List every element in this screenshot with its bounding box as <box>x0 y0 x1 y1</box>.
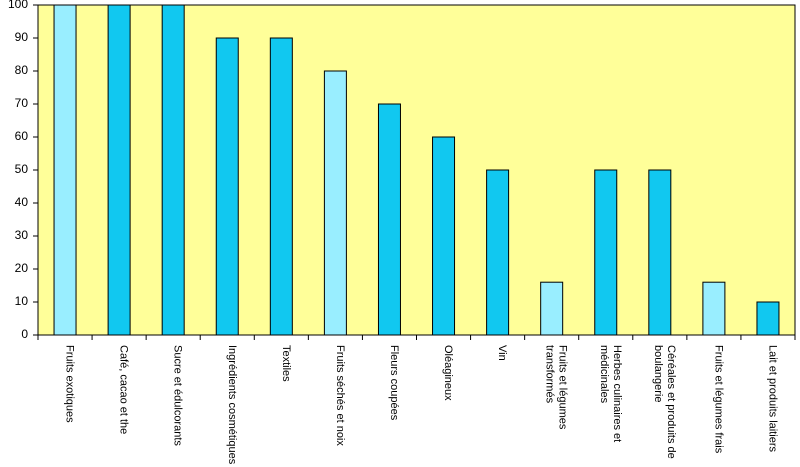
x-tick-label: Sucre et édulcorants <box>171 345 184 446</box>
x-tick-label: Fruits séchés et noix <box>333 345 346 446</box>
bar <box>377 103 401 336</box>
bar <box>756 301 780 336</box>
x-tick-label: Textiles <box>279 345 292 382</box>
bar <box>161 4 185 336</box>
bar <box>269 37 293 336</box>
bar <box>486 169 510 336</box>
bar <box>107 4 131 336</box>
bar <box>323 70 347 336</box>
y-tick-label: 70 <box>15 96 29 110</box>
bar <box>540 281 564 336</box>
bar <box>215 37 239 336</box>
bar <box>432 136 456 336</box>
plot-border <box>37 4 796 336</box>
x-tick-label: Herbes culinaires et médicinales <box>597 345 623 443</box>
x-tick-label: Lait et produits laitiers <box>766 345 779 452</box>
x-tick-label: Fruits et légumes frais <box>712 345 725 454</box>
y-tick-label: 50 <box>15 162 29 176</box>
x-tick-label: Ingrédients cosmétiques <box>225 345 238 465</box>
bar <box>594 169 618 336</box>
x-tick-label: Café, cacao et the <box>117 345 130 435</box>
x-tick-label: Céréales et produits de boulangerie <box>651 345 677 459</box>
x-tick-label: Oléagineux <box>442 345 455 401</box>
y-tick-label: 30 <box>15 228 29 242</box>
y-tick-label: 90 <box>15 30 29 44</box>
y-tick-label: 100 <box>8 0 28 11</box>
x-tick-label: Fleurs coupées <box>387 345 400 421</box>
y-tick-label: 20 <box>15 261 29 275</box>
plot-area <box>38 5 795 335</box>
y-tick-label: 10 <box>15 294 29 308</box>
y-tick-label: 0 <box>21 327 28 341</box>
x-tick-label: Fruits et légumes transformés <box>543 345 569 430</box>
bar <box>702 281 726 336</box>
y-tick-label: 40 <box>15 195 29 209</box>
y-tick-label: 80 <box>15 63 29 77</box>
y-tick-label: 60 <box>15 129 29 143</box>
x-tick-label: Vin <box>496 345 509 361</box>
bar <box>648 169 672 336</box>
bar <box>53 4 77 336</box>
x-tick-label: Fruits exotiques <box>63 345 76 423</box>
